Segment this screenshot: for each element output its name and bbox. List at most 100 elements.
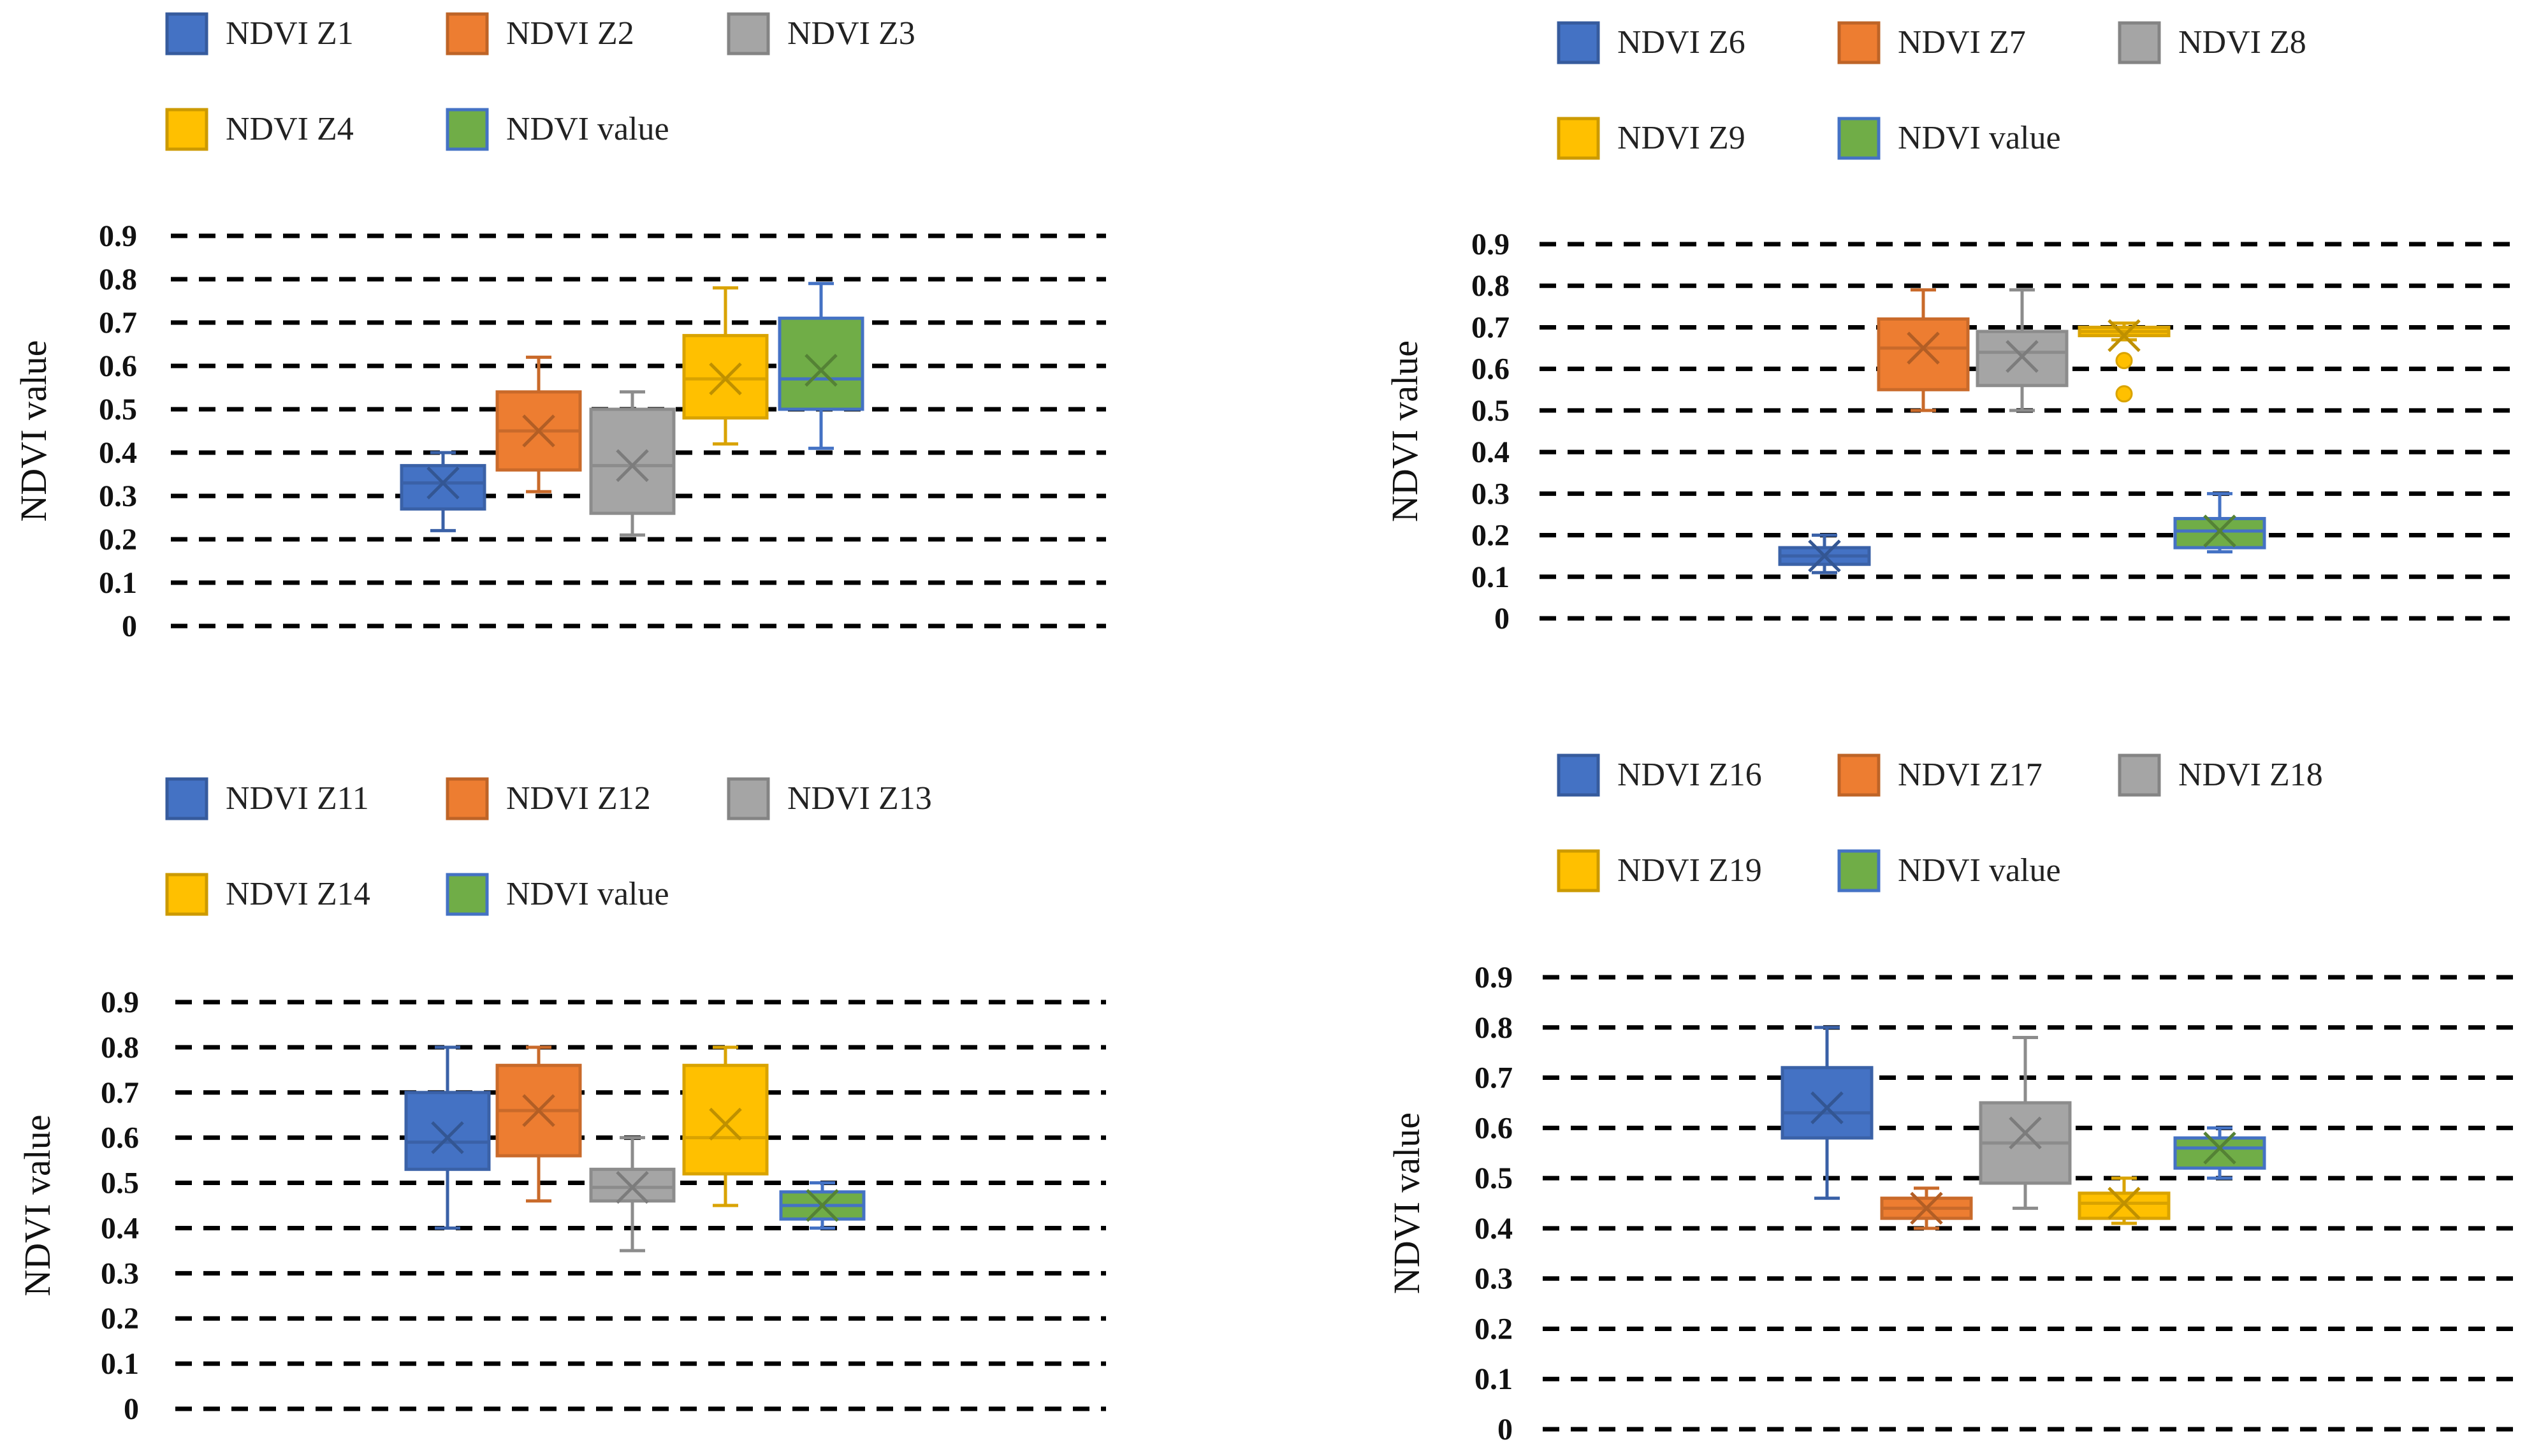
legend-swatch (1557, 753, 1600, 797)
y-tick-label: 0 (1494, 602, 1510, 636)
y-axis-title: NDVI value (1386, 1112, 1427, 1294)
y-tick-label: 0.1 (99, 566, 137, 600)
y-tick-label: 0.7 (99, 306, 137, 340)
y-tick-label: 0.2 (1475, 1312, 1513, 1346)
y-tick-label: 0.2 (1471, 519, 1510, 553)
legend-label: NDVI value (1898, 120, 2061, 156)
y-tick-label: 0.3 (1475, 1262, 1513, 1296)
box-plot (1979, 1036, 2072, 1210)
y-tick-label: 0.4 (101, 1211, 139, 1245)
legend-label: NDVI Z12 (506, 780, 651, 817)
legend-swatch (446, 12, 489, 55)
box-iqr (589, 1167, 676, 1203)
mean-marker (522, 1094, 555, 1127)
mean-marker (2009, 1116, 2042, 1149)
box-plot (495, 1045, 582, 1203)
box-plot (1880, 1186, 1973, 1230)
chart-panel-3: NDVI Z11 NDVI Z12 NDVI Z13 NDVI Z14 NDVI val… (17, 777, 1106, 1426)
y-tick-label: 0.8 (1475, 1011, 1513, 1045)
y-tick-label: 0.5 (1475, 1161, 1513, 1195)
y-tick-label: 0.5 (101, 1167, 139, 1200)
y-tick-label: 0.6 (1475, 1111, 1513, 1145)
box-plot (2173, 1126, 2266, 1180)
mean-marker (1907, 331, 1940, 365)
box-iqr (1877, 317, 1970, 391)
box-plot (1778, 534, 1871, 574)
mean-marker (616, 1170, 649, 1204)
mean-marker (2203, 1132, 2236, 1165)
legend-label: NDVI Z3 (787, 15, 915, 52)
y-tick-label: 0.7 (1471, 310, 1510, 344)
mean-marker (431, 1121, 464, 1154)
y-tick-label: 0.7 (1475, 1061, 1513, 1095)
legend-swatch (1837, 849, 1881, 892)
legend-swatch (1557, 849, 1600, 892)
y-tick-label: 0.7 (101, 1076, 139, 1110)
y-tick-label: 0.4 (1471, 435, 1510, 469)
box-iqr (682, 1063, 769, 1176)
legend-label: NDVI Z18 (2178, 757, 2323, 793)
legend-swatch (1557, 117, 1600, 160)
legend-label: NDVI Z14 (226, 876, 370, 912)
mean-marker (2108, 319, 2141, 353)
box-iqr (2173, 1136, 2266, 1170)
legend-swatch (446, 873, 489, 916)
box-plot (2078, 1176, 2171, 1225)
outlier-point (2115, 385, 2133, 403)
y-tick-label: 0.1 (1475, 1362, 1513, 1396)
y-axis-title: NDVI value (13, 340, 54, 521)
y-tick-label: 0.1 (101, 1347, 139, 1381)
box-plot (400, 451, 486, 532)
y-tick-label: 0.9 (1475, 961, 1513, 994)
y-tick-label: 0 (124, 1392, 139, 1426)
y-tick-label: 0.4 (1475, 1212, 1513, 1246)
box-plot (2078, 319, 2171, 403)
box-plot (1877, 288, 1970, 412)
legend-label: NDVI Z9 (1617, 120, 1745, 156)
legend-swatch (1837, 117, 1881, 160)
legend-label: NDVI Z13 (787, 780, 932, 817)
mean-marker (805, 354, 838, 387)
mean-marker (2108, 1186, 2141, 1220)
legend-swatch (165, 108, 208, 151)
chart-legend: NDVI Z6 NDVI Z7 NDVI Z8 NDVI Z9 NDVI value (1557, 21, 2306, 160)
box-plot (682, 286, 769, 446)
box-iqr (589, 407, 676, 515)
legend-swatch (1557, 21, 1600, 64)
legend-label: NDVI Z17 (1898, 757, 2042, 793)
mean-marker (806, 1189, 839, 1222)
chart-legend: NDVI Z1 NDVI Z2 NDVI Z3 NDVI Z4 NDVI value (165, 12, 915, 151)
y-axis-title: NDVI value (17, 1114, 58, 1296)
y-tick-label: 0.9 (101, 986, 139, 1019)
y-tick-label: 0.8 (1471, 269, 1510, 303)
legend-swatch (1837, 753, 1881, 797)
mean-marker (1808, 539, 1841, 572)
legend-label: NDVI value (506, 111, 669, 147)
mean-marker (522, 414, 555, 448)
mean-marker (1810, 1091, 1844, 1125)
box-iqr (778, 316, 864, 411)
box-plot (589, 390, 676, 537)
y-tick-label: 0.6 (99, 349, 137, 383)
box-plot (495, 355, 582, 493)
box-plot (779, 1181, 866, 1230)
mean-marker (616, 449, 649, 483)
chart-panel-4: NDVI Z16 NDVI Z17 NDVI Z18 NDVI Z19 NDVI val… (1386, 753, 2521, 1446)
chart-legend: NDVI Z16 NDVI Z17 NDVI Z18 NDVI Z19 NDVI val… (1557, 753, 2323, 892)
mean-marker (426, 466, 460, 500)
legend-label: NDVI Z7 (1898, 24, 2026, 61)
box-plot (1976, 288, 2069, 412)
y-tick-label: 0.4 (99, 436, 137, 470)
y-tick-label: 0.5 (1471, 394, 1510, 428)
box-iqr (1780, 1066, 1874, 1140)
box-iqr (404, 1091, 491, 1171)
box-plot (404, 1045, 491, 1230)
legend-label: NDVI Z11 (226, 780, 369, 817)
legend-swatch (2118, 753, 2161, 797)
legend-swatch (727, 12, 770, 55)
legend-swatch (1837, 21, 1881, 64)
box-plot (778, 282, 864, 450)
legend-label: NDVI Z8 (2178, 24, 2306, 61)
legend-swatch (446, 108, 489, 151)
box-iqr (400, 463, 486, 511)
